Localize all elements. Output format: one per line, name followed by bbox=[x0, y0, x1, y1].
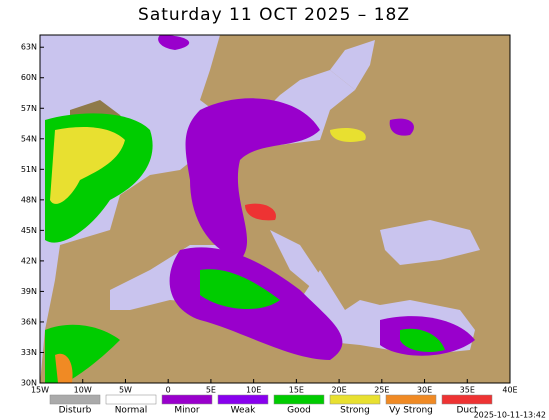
legend-label: Vy Strong bbox=[389, 406, 433, 416]
lon-label: 15W bbox=[31, 386, 49, 395]
lat-label: 48N bbox=[21, 195, 37, 204]
legend-label: Duct bbox=[456, 406, 478, 416]
legend-label: Good bbox=[287, 406, 311, 416]
lon-label: 10E bbox=[246, 386, 261, 395]
legend-swatch bbox=[273, 394, 325, 405]
lat-label: 60N bbox=[21, 73, 37, 82]
legend-swatch bbox=[49, 394, 101, 405]
strong-zone bbox=[50, 127, 125, 204]
legend-label: Weak bbox=[231, 406, 256, 416]
lon-label: 35E bbox=[460, 386, 475, 395]
legend-swatch bbox=[161, 394, 213, 405]
legend-swatch bbox=[385, 394, 437, 405]
lat-label: 30N bbox=[21, 379, 37, 388]
lon-label: 20E bbox=[331, 386, 346, 395]
gulf-of-bothnia bbox=[330, 40, 375, 90]
legend-label: Normal bbox=[115, 406, 148, 416]
lat-label: 36N bbox=[21, 317, 37, 326]
minor-zone bbox=[158, 35, 190, 50]
forecast-overlay bbox=[45, 35, 475, 383]
legend-label: Disturb bbox=[59, 406, 92, 416]
legend: Disturb Normal Minor Weak Good Strong Vy Stron… bbox=[49, 394, 493, 416]
map-frame bbox=[39, 34, 511, 384]
lat-label: 63N bbox=[21, 43, 37, 52]
map-title: Saturday 11 OCT 2025 – 18Z bbox=[138, 5, 410, 25]
map bbox=[39, 34, 511, 384]
lon-label: 5W bbox=[119, 386, 132, 395]
adriatic bbox=[270, 230, 330, 295]
legend-swatch bbox=[105, 394, 157, 405]
lon-label: 15E bbox=[289, 386, 304, 395]
good-zone bbox=[400, 328, 445, 352]
timestamp: 2025-10-11-13:42 bbox=[474, 411, 546, 420]
lon-label: 25E bbox=[374, 386, 389, 395]
lat-label: 54N bbox=[21, 134, 37, 143]
lat-label: 33N bbox=[21, 348, 37, 357]
lat-label: 45N bbox=[21, 226, 37, 235]
lat-label: 57N bbox=[21, 104, 37, 113]
legend-label: Minor bbox=[174, 406, 199, 416]
lat-label: 42N bbox=[21, 256, 37, 265]
legend-swatch bbox=[217, 394, 269, 405]
lon-label: 0 bbox=[166, 386, 171, 395]
lon-label: 10W bbox=[74, 386, 92, 395]
lon-label: 30E bbox=[417, 386, 432, 395]
legend-swatch bbox=[441, 394, 493, 405]
minor-zone bbox=[389, 118, 414, 136]
black-sea bbox=[380, 220, 480, 265]
duct-zone bbox=[245, 203, 276, 221]
vy-strong-zone bbox=[55, 353, 73, 383]
minor-zone bbox=[185, 98, 320, 260]
lon-label: 40E bbox=[502, 386, 517, 395]
lat-label: 51N bbox=[21, 165, 37, 174]
strong-zone bbox=[330, 128, 366, 142]
legend-swatch bbox=[329, 394, 381, 405]
legend-label: Strong bbox=[340, 406, 370, 416]
lon-label: 5E bbox=[206, 386, 216, 395]
good-zone bbox=[200, 269, 280, 310]
lat-label: 39N bbox=[21, 287, 37, 296]
